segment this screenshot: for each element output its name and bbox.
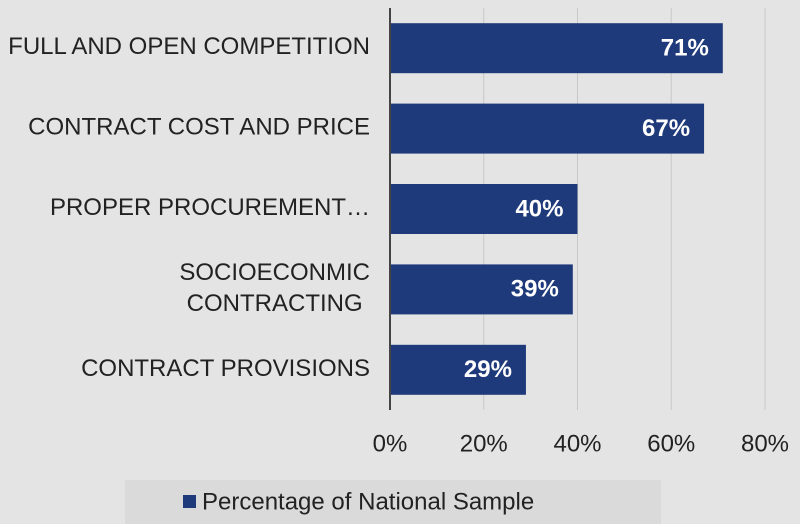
label-line: PROPER PROCUREMENT… [50,194,370,221]
y-tick-label: CONTRACT PROVISIONS [81,355,370,382]
label-line: CONTRACTING [187,290,363,317]
label-line: FULL AND OPEN COMPETITION [8,34,370,61]
y-tick-label: CONTRACT COST AND PRICE [28,114,370,141]
bar [390,103,705,154]
label-line: SOCIOECONMIC [179,259,370,286]
data-label: 71% [661,35,709,62]
label-line: CONTRACT PROVISIONS [81,355,370,382]
data-label: 29% [464,356,512,383]
legend-swatch [183,495,196,508]
bar [390,344,526,395]
x-tick-label: 20% [460,430,508,457]
y-tick-label: FULL AND OPEN COMPETITION [8,34,370,61]
x-tick-label: 60% [647,430,695,457]
legend-box [125,480,661,524]
bar [390,184,578,234]
y-tick-label: PROPER PROCUREMENT… [50,194,370,221]
x-tick-label: 80% [741,430,789,457]
x-tick-label: 0% [373,430,408,457]
x-tick-label: 40% [553,430,601,457]
legend-label: Percentage of National Sample [202,488,534,515]
y-tick-label: SOCIOECONMIC CONTRACTING [179,259,370,317]
bar [390,23,723,74]
data-label: 67% [642,115,690,142]
bar [390,264,573,315]
label-line: CONTRACT COST AND PRICE [28,114,370,141]
data-label: 39% [511,276,559,303]
data-label: 40% [515,195,563,222]
